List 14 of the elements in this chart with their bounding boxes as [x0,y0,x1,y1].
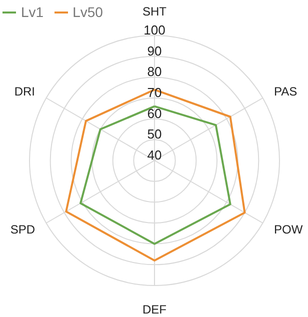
spoke-label: DEF [142,302,166,316]
y-tick-label: 40 [147,148,162,162]
y-tick-label: 60 [147,106,162,121]
legend-label: Lv1 [21,4,44,20]
spoke-label: PAS [274,84,298,98]
legend-label: Lv50 [72,4,103,20]
spoke-label: DRI [14,84,35,98]
y-tick-label: 80 [147,64,162,80]
y-tick-label: 90 [147,43,162,58]
y-tick-label: 100 [144,22,166,38]
spoke-label: POW [274,222,304,236]
y-tick-label: 50 [147,126,162,142]
spoke-label: SHT [142,4,168,18]
spoke-label: SPD [10,222,36,236]
